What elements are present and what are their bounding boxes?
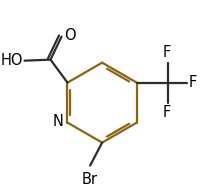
Text: HO: HO xyxy=(1,53,24,68)
Text: F: F xyxy=(163,105,171,120)
Text: Br: Br xyxy=(81,172,97,187)
Text: O: O xyxy=(64,28,75,43)
Text: F: F xyxy=(189,75,197,90)
Text: F: F xyxy=(163,45,171,60)
Text: N: N xyxy=(52,114,63,129)
